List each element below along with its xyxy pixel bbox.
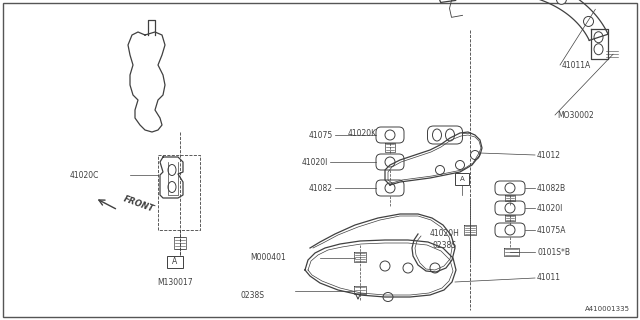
Text: 41012: 41012 [537,150,561,159]
FancyBboxPatch shape [376,154,404,170]
FancyBboxPatch shape [428,126,463,144]
Text: 41082: 41082 [309,183,333,193]
Text: 41075: 41075 [308,131,333,140]
Text: 41011: 41011 [537,274,561,283]
Text: 41020I: 41020I [537,204,563,212]
Text: 41020C: 41020C [70,171,99,180]
Ellipse shape [594,32,603,43]
Ellipse shape [456,161,465,170]
Ellipse shape [435,165,445,174]
Bar [455,173,469,185]
Ellipse shape [385,183,395,193]
FancyBboxPatch shape [376,180,404,196]
Ellipse shape [433,129,442,141]
Ellipse shape [505,183,515,193]
Text: M000401: M000401 [250,253,285,262]
Text: 41011A: 41011A [562,60,591,69]
Ellipse shape [470,150,479,159]
Ellipse shape [505,225,515,235]
FancyBboxPatch shape [376,127,404,143]
Ellipse shape [168,181,176,193]
Ellipse shape [430,263,440,273]
Text: 0238S: 0238S [432,241,456,250]
FancyBboxPatch shape [495,181,525,195]
Ellipse shape [385,157,395,167]
Text: FRONT: FRONT [122,194,156,214]
Ellipse shape [594,44,603,55]
Ellipse shape [403,263,413,273]
Bar [167,256,183,268]
Text: 0238S: 0238S [240,291,264,300]
Text: MO30002: MO30002 [557,110,594,119]
Text: 41082B: 41082B [537,183,566,193]
Ellipse shape [168,164,176,175]
Text: M130017: M130017 [157,278,193,287]
Ellipse shape [505,203,515,213]
Text: 0101S*B: 0101S*B [537,247,570,257]
Ellipse shape [445,129,454,141]
Text: 41075A: 41075A [537,226,566,235]
Text: 41020K: 41020K [348,129,377,138]
Ellipse shape [385,130,395,140]
FancyBboxPatch shape [495,201,525,215]
Ellipse shape [556,0,566,4]
Text: A: A [460,176,465,182]
Text: A410001335: A410001335 [585,306,630,312]
FancyBboxPatch shape [495,223,525,237]
Text: 41020I: 41020I [301,157,328,166]
Text: 41020H: 41020H [430,228,460,237]
Ellipse shape [383,292,393,301]
Ellipse shape [380,261,390,271]
Ellipse shape [584,16,593,27]
Text: A: A [172,258,178,267]
